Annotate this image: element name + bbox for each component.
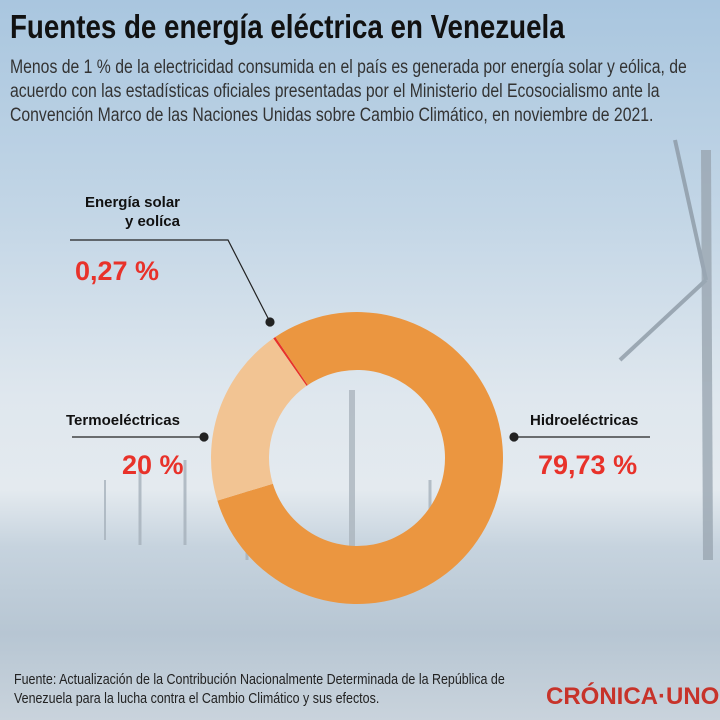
label-solar-line2: y eolíca bbox=[124, 213, 180, 230]
value-hidro: 79,73 % bbox=[538, 450, 638, 480]
label-solar-line1: Energía solar bbox=[84, 194, 180, 211]
donut-slice-hidroel-ctricas bbox=[217, 312, 503, 605]
value-solar: 0,27 % bbox=[75, 256, 160, 286]
value-termo: 20 % bbox=[122, 450, 184, 480]
label-solar: Energía solar y eolíca bbox=[84, 193, 180, 231]
label-termo: Termoeléctricas bbox=[66, 412, 180, 429]
source-note: Fuente: Actualización de la Contribución… bbox=[14, 672, 505, 707]
page-title: Fuentes de energía eléctrica en Venezuel… bbox=[10, 8, 565, 45]
cronica-uno-logo: CRÓNICA·UNO bbox=[546, 683, 720, 710]
leader-dot-solar bbox=[265, 317, 275, 327]
leader-line-solar bbox=[70, 239, 271, 323]
label-hidro: Hidroeléctricas bbox=[530, 412, 639, 429]
leader-dot-hidro bbox=[509, 432, 519, 442]
donut-slice-energ-a-solar-y-eol-ca bbox=[273, 337, 308, 386]
donut-slice-termoel-ctricas bbox=[211, 338, 307, 501]
leader-dot-termo bbox=[199, 432, 209, 442]
subtitle: Menos de 1 % de la electricidad consumid… bbox=[10, 57, 687, 126]
